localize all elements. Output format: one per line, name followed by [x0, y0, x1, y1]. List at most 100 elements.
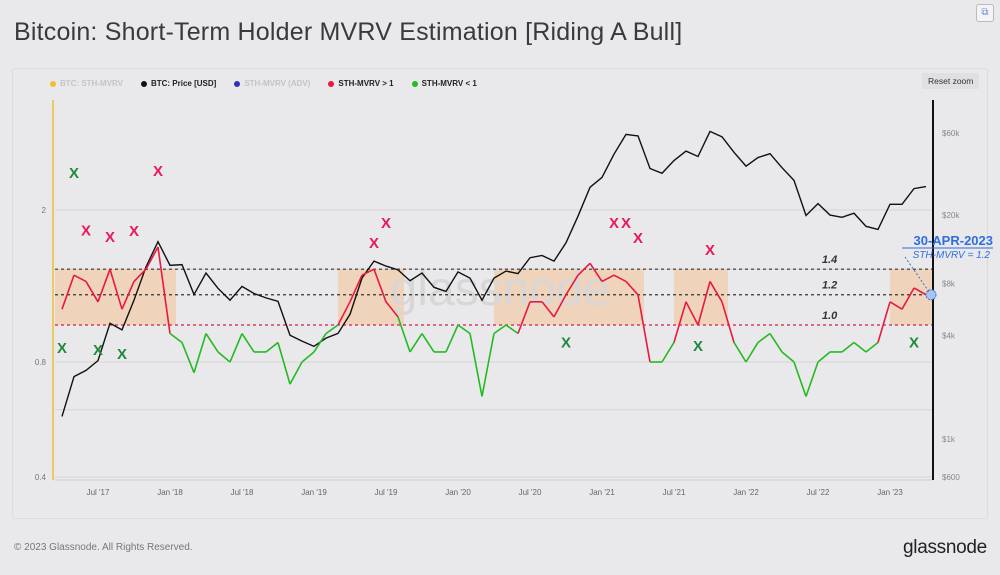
x-tick-label: Jan '21 — [589, 488, 615, 497]
sth-mvrv-segment — [385, 301, 399, 318]
sth-mvrv-segment — [517, 301, 531, 334]
sth-mvrv-segment — [265, 341, 279, 353]
legend-item[interactable]: STH-MVRV > 1 — [328, 79, 394, 88]
sth-mvrv-segment — [421, 333, 435, 353]
sth-mvrv-segment — [325, 324, 339, 335]
legend-label: STH-MVRV (ADV) — [244, 79, 311, 88]
sth-mvrv-segment — [397, 316, 411, 353]
sth-mvrv-segment — [181, 342, 195, 374]
sth-mvrv-segment — [217, 351, 231, 363]
y-right-tick-label: $60k — [942, 129, 960, 138]
sth-mvrv-segment — [817, 351, 831, 363]
legend-item[interactable]: BTC: STH-MVRV — [50, 79, 123, 88]
sth-mvrv-segment — [193, 333, 207, 373]
x-tick-label: Jan '23 — [877, 488, 903, 497]
sth-mvrv-segment — [805, 361, 819, 397]
reset-zoom-button[interactable]: Reset zoom — [922, 73, 980, 89]
reference-line-label: 1.2 — [822, 280, 837, 292]
signal-marker: X — [369, 235, 379, 252]
sth-mvrv-segment — [205, 333, 219, 353]
sth-mvrv-segment — [841, 341, 855, 353]
sth-mvrv-segment — [901, 287, 915, 310]
copyright: © 2023 Glassnode. All Rights Reserved. — [14, 542, 193, 553]
legend-item[interactable]: STH-MVRV (ADV) — [234, 79, 310, 88]
sth-mvrv-segment — [481, 333, 495, 397]
legend-dot-icon — [411, 80, 418, 87]
legend-dot-icon — [328, 80, 335, 87]
sth-mvrv-segment — [865, 341, 879, 353]
sth-mvrv-segment — [121, 281, 135, 310]
sth-mvrv-segment — [277, 342, 291, 385]
sth-mvrv-segment — [337, 301, 351, 326]
legend: BTC: STH-MVRV BTC: Price [USD] STH-MVRV (A… — [50, 79, 477, 88]
x-tick-label: Jan '20 — [445, 488, 471, 497]
sth-mvrv-segment — [229, 333, 243, 363]
signal-marker: X — [609, 215, 619, 232]
sth-mvrv-segment — [97, 268, 111, 303]
x-tick-label: Jul '21 — [663, 488, 686, 497]
sth-mvrv-segment — [505, 324, 519, 335]
image-view-icon[interactable]: ⧉ — [976, 4, 994, 22]
sth-mvrv-segment — [493, 324, 507, 335]
legend-label: BTC: Price [USD] — [150, 79, 217, 88]
annotation-leader — [904, 256, 930, 293]
sth-mvrv-segment — [637, 294, 651, 363]
x-tick-label: Jul '18 — [231, 488, 254, 497]
sth-mvrv-segment — [73, 274, 87, 283]
legend-dot-icon — [50, 80, 56, 87]
sth-mvrv-segment — [853, 341, 867, 353]
y-left-tick-label: 2 — [42, 206, 47, 215]
price-line — [61, 130, 927, 417]
y-right-tick-label: $1k — [942, 435, 956, 444]
sth-mvrv-segment — [457, 324, 471, 335]
sth-mvrv-segment — [145, 246, 159, 270]
signal-marker: X — [69, 165, 79, 182]
x-tick-label: Jan '19 — [301, 488, 327, 497]
sth-mvrv-segment — [697, 281, 711, 326]
x-tick-label: Jul '20 — [519, 488, 542, 497]
sth-mvrv-segment — [589, 262, 603, 282]
sth-mvrv-segment — [445, 324, 459, 353]
signal-marker: X — [705, 242, 715, 259]
legend-item[interactable]: STH-MVRV < 1 — [411, 79, 477, 88]
signal-marker: X — [381, 215, 391, 232]
sth-mvrv-segment — [673, 301, 687, 343]
signal-marker: X — [621, 215, 631, 232]
sth-mvrv-segment — [157, 246, 171, 334]
watermark: glassnode — [391, 263, 610, 316]
annotation-date: 30-APR-2023 — [914, 233, 994, 248]
y-right-tick-label: $8k — [942, 280, 956, 289]
sth-mvrv-segment — [553, 294, 567, 318]
legend-label: STH-MVRV < 1 — [421, 79, 477, 88]
sth-mvrv-segment — [289, 361, 303, 385]
sth-mvrv-segment — [109, 268, 123, 310]
sth-mvrv-segment — [349, 274, 363, 303]
signal-marker: X — [153, 163, 163, 180]
annotation-text: STH-MVRV = 1.2 — [913, 250, 991, 261]
legend-label: STH-MVRV > 1 — [338, 79, 394, 88]
x-tick-label: Jul '17 — [87, 488, 110, 497]
x-tick-label: Jan '18 — [157, 488, 183, 497]
x-tick-label: Jul '19 — [375, 488, 398, 497]
y-right-tick-label: $20k — [942, 211, 960, 220]
overheat-zone — [55, 269, 176, 325]
signal-marker: X — [105, 229, 115, 246]
reference-line-label: 1.0 — [822, 310, 838, 322]
sth-mvrv-segment — [541, 301, 555, 318]
sth-mvrv-segment — [373, 268, 387, 303]
sth-mvrv-segment — [361, 268, 375, 276]
legend-item[interactable]: BTC: Price [USD] — [140, 79, 217, 88]
sth-mvrv-segment — [301, 351, 315, 363]
signal-marker: X — [81, 222, 91, 239]
sth-mvrv-segment — [577, 262, 591, 276]
sth-mvrv-segment — [769, 333, 783, 353]
y-left-tick-label: 0.8 — [35, 358, 47, 367]
sth-mvrv-segment — [757, 332, 771, 344]
sth-mvrv-segment — [733, 342, 747, 363]
sth-mvrv-segment — [877, 301, 891, 343]
y-right-tick-label: $600 — [942, 473, 960, 482]
sth-mvrv-segment — [85, 281, 99, 303]
signal-marker: X — [561, 334, 571, 351]
legend-dot-icon — [140, 80, 147, 87]
